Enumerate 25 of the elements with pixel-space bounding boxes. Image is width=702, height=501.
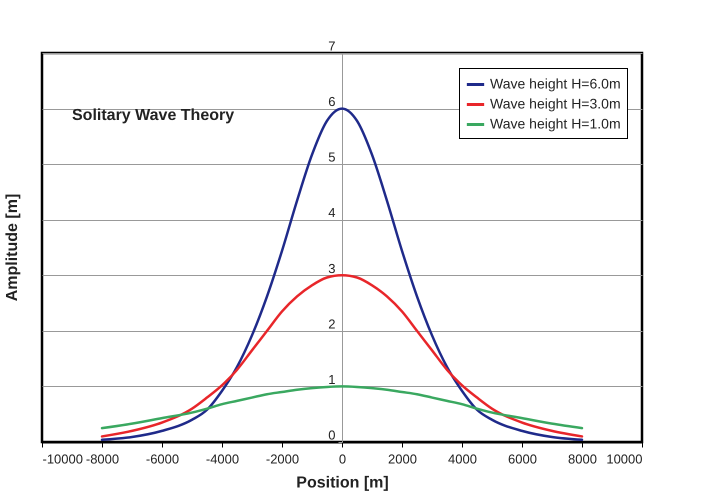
- y-tick-label: 2: [328, 316, 336, 332]
- x-tick-label: 0: [338, 452, 346, 466]
- legend-label: Wave height H=6.0m: [490, 76, 621, 92]
- legend-label: Wave height H=1.0m: [490, 116, 621, 132]
- y-tick-label: 4: [328, 205, 336, 220]
- x-tick-label: 6000: [508, 452, 537, 466]
- x-tick-label: -10000: [42, 452, 83, 466]
- x-tick-label: 10000: [606, 452, 642, 466]
- y-tick-label: 0: [328, 428, 336, 442]
- y-axis-title: Amplitude [m]: [4, 194, 21, 302]
- y-tick-label: 6: [328, 94, 336, 110]
- x-tick-label: -2000: [266, 452, 300, 466]
- y-tick-label: 3: [328, 260, 336, 276]
- x-tick-label: -4000: [206, 452, 240, 466]
- x-tick-label: -6000: [146, 452, 180, 466]
- x-tick-label: -8000: [86, 452, 120, 466]
- x-tick-label: 2000: [388, 452, 417, 466]
- y-tick-label: 5: [328, 150, 336, 165]
- x-tick-label: 4000: [448, 452, 477, 466]
- y-tick-label: 7: [328, 38, 336, 54]
- y-tick-label: 1: [328, 372, 336, 387]
- x-tick-label: 8000: [568, 452, 597, 466]
- text: Solitary Wave Theory: [72, 107, 234, 124]
- legend-label: Wave height H=3.0m: [490, 96, 621, 112]
- x-axis-title: Position [m]: [296, 474, 389, 492]
